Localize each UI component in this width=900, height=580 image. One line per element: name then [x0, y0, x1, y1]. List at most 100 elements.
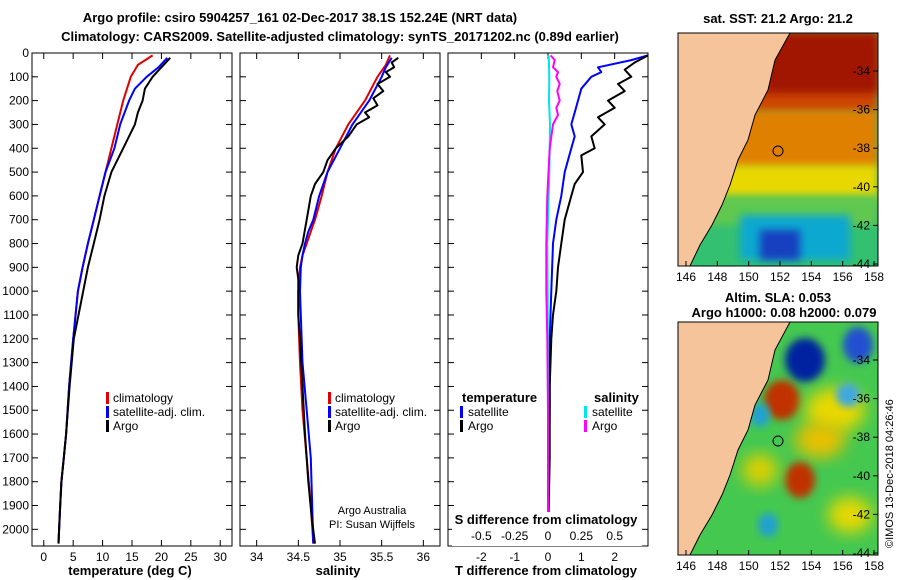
- x-tick-label: 1: [578, 550, 585, 564]
- series-line-argo: [57, 57, 171, 544]
- x-tick-label: -1: [509, 550, 520, 564]
- x-tick-label: 30: [214, 550, 228, 564]
- map-y-tick-label: -40: [853, 180, 871, 194]
- sst-map-frame: [677, 32, 879, 267]
- annotation-argo-australia: Argo Australia: [338, 505, 407, 517]
- y-tick-label: 1900: [2, 499, 29, 513]
- sla-field: [678, 322, 878, 555]
- map-x-tick-label: 150: [739, 270, 759, 284]
- title-line-1: Argo profile: csiro 5904257_161 02-Dec-2…: [83, 10, 517, 25]
- y-tick-label: 1800: [2, 475, 29, 489]
- secondary-tick-label: 0.25: [570, 529, 594, 543]
- legend-t-argo-swatch: [460, 420, 463, 432]
- map-x-tick-label: 146: [676, 559, 696, 573]
- difference-panel: -2 -1 0 1 2 T difference from climatology S …: [447, 52, 649, 578]
- difference-legend: temperature satellite Argo salinity sate…: [460, 390, 640, 433]
- series-line-salinity-argo: [545, 54, 561, 544]
- sst-field: [678, 33, 878, 266]
- sst-map: sat. SST: 21.2 Argo: 21.2 146 148 150 152 15…: [676, 11, 884, 284]
- legend-satellite-swatch: [106, 406, 109, 418]
- map-x-tick-label: 152: [770, 270, 790, 284]
- map-y-tick-label: -42: [853, 507, 871, 521]
- x-tick-label: 34.5: [287, 550, 311, 564]
- legend-t-satellite-label: satellite: [468, 405, 509, 419]
- temperature-axes: [31, 52, 233, 547]
- y-tick-label: 1300: [2, 356, 29, 370]
- legend-climatology-swatch: [328, 392, 331, 404]
- map-y-tick-label: -38: [853, 141, 871, 155]
- series-line-satellite-adj-clim-: [299, 57, 393, 544]
- legend-satellite-swatch: [328, 406, 331, 418]
- map-y-tick-label: -34: [853, 353, 871, 367]
- series-line-argo: [295, 56, 399, 544]
- map-y-tick-label: -40: [853, 469, 871, 483]
- x-tick-label: 35.5: [370, 550, 394, 564]
- map-x-tick-label: 156: [833, 270, 853, 284]
- annotation-pi: PI: Susan Wijffels: [329, 519, 415, 531]
- map-y-tick-label: -34: [853, 64, 871, 78]
- x-tick-label: 15: [125, 550, 139, 564]
- y-tick-label: 900: [9, 260, 29, 274]
- series-line-temperature-argo: [547, 54, 649, 544]
- map-y-tick-label: -36: [853, 392, 871, 406]
- footer-copyright: ©IMOS 13-Dec-2018 04:26:46: [884, 399, 896, 548]
- legend-argo-label: Argo: [113, 419, 139, 433]
- legend-climatology-label: climatology: [113, 391, 173, 405]
- x-tick-label: 0: [40, 550, 47, 564]
- map-x-tick-label: 148: [707, 559, 727, 573]
- y-tick-label: 0: [22, 46, 29, 60]
- y-tick-label: 500: [9, 165, 29, 179]
- map-x-tick-label: 156: [833, 559, 853, 573]
- map-y-tick-label: -42: [853, 218, 871, 232]
- argo-position-marker: [772, 435, 784, 447]
- argo-position-marker: [772, 145, 784, 157]
- legend-s-satellite-label: satellite: [592, 405, 633, 419]
- map-x-tick-label: 152: [770, 559, 790, 573]
- map-y-tick-label: -44: [853, 257, 871, 271]
- sla-map-frame: [677, 321, 879, 556]
- y-tick-label: 2000: [2, 522, 29, 536]
- map-x-tick-label: 148: [707, 270, 727, 284]
- x-tick-label: -2: [476, 550, 487, 564]
- legend-s-satellite-swatch: [584, 406, 587, 418]
- map-x-tick-label: 158: [864, 559, 884, 573]
- salinity-axes: [239, 52, 441, 547]
- legend-argo-swatch: [328, 420, 331, 432]
- map-y-tick-label: -38: [853, 430, 871, 444]
- legend-salinity-title: salinity: [594, 390, 640, 405]
- series-line-climatology: [297, 54, 391, 544]
- y-tick-label: 100: [9, 70, 29, 84]
- secondary-xlabel: S difference from climatology: [455, 512, 639, 527]
- legend-climatology-label: climatology: [335, 391, 395, 405]
- sla-map: Altim. SLA: 0.053 Argo h1000: 0.08 h2000…: [676, 290, 884, 573]
- y-tick-label: 1400: [2, 379, 29, 393]
- x-tick-label: 35: [333, 550, 347, 564]
- x-tick-label: 10: [96, 550, 110, 564]
- map-x-tick-label: 154: [801, 559, 821, 573]
- map-x-tick-label: 158: [864, 270, 884, 284]
- legend-argo-swatch: [106, 420, 109, 432]
- secondary-tick-label: 0.5: [606, 529, 623, 543]
- sst-map-title: sat. SST: 21.2 Argo: 21.2: [703, 11, 853, 26]
- legend-t-satellite-swatch: [460, 406, 463, 418]
- x-tick-label: 36: [417, 550, 431, 564]
- x-tick-label: 2: [611, 550, 618, 564]
- legend-satellite-label: satellite-adj. clim.: [113, 405, 205, 419]
- legend-satellite-label: satellite-adj. clim.: [335, 405, 427, 419]
- secondary-axis-box: [452, 512, 642, 546]
- y-tick-label: 400: [9, 141, 29, 155]
- series-line-temperature-satellite: [547, 54, 649, 544]
- map-x-tick-label: 154: [801, 270, 821, 284]
- y-tick-label: 300: [9, 117, 29, 131]
- x-tick-label: 20: [155, 550, 169, 564]
- secondary-tick-label: -0.5: [471, 529, 492, 543]
- secondary-tick-label: -0.25: [501, 529, 529, 543]
- salinity-legend: climatology satellite-adj. clim. Argo: [328, 391, 427, 433]
- y-tick-label: 1600: [2, 427, 29, 441]
- temperature-legend: climatology satellite-adj. clim. Argo: [106, 391, 205, 433]
- difference-xlabel: T difference from climatology: [455, 563, 638, 578]
- x-tick-label: 34: [250, 550, 264, 564]
- y-tick-label: 1500: [2, 403, 29, 417]
- y-tick-label: 1700: [2, 451, 29, 465]
